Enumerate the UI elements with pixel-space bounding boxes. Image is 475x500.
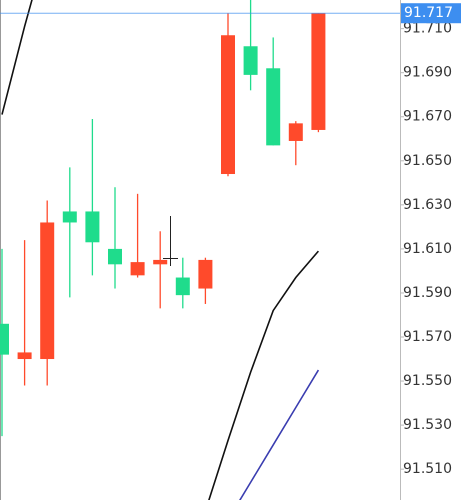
candle-body xyxy=(288,123,303,141)
y-tick-label: 91.590 xyxy=(403,285,452,301)
candle-body xyxy=(40,222,55,360)
last-price-box xyxy=(401,3,461,24)
candle-body xyxy=(108,248,122,265)
y-tick-label: 91.610 xyxy=(403,241,452,257)
candle-body xyxy=(85,211,100,243)
y-tick-label: 91.510 xyxy=(403,461,452,477)
candle-body xyxy=(0,323,9,355)
moving-average-line xyxy=(239,369,320,500)
moving-average-line xyxy=(208,250,320,500)
moving-average-line xyxy=(1,0,33,115)
candle-body xyxy=(266,68,281,146)
y-tick-label: 91.550 xyxy=(403,373,452,389)
y-tick-label: 91.670 xyxy=(403,109,452,125)
crosshair xyxy=(163,216,178,266)
candle-body xyxy=(175,277,190,296)
candle-body xyxy=(221,35,235,175)
candle-body xyxy=(243,46,258,75)
y-tick-label: 91.630 xyxy=(403,197,452,213)
plot-area xyxy=(0,0,326,500)
y-tick-label: 91.570 xyxy=(403,329,452,345)
candle-body xyxy=(311,13,326,130)
y-tick-label: 91.530 xyxy=(403,417,452,433)
candle-body xyxy=(17,352,32,360)
y-tick-label: 91.650 xyxy=(403,153,452,169)
candle-body xyxy=(198,259,213,289)
y-tick-label: 91.710 xyxy=(403,21,452,37)
candle-body xyxy=(153,259,168,265)
candle-body xyxy=(62,211,77,223)
candle-body xyxy=(130,262,145,276)
last-price-label: 91.717 xyxy=(404,5,453,21)
y-tick-label: 91.690 xyxy=(403,65,452,81)
